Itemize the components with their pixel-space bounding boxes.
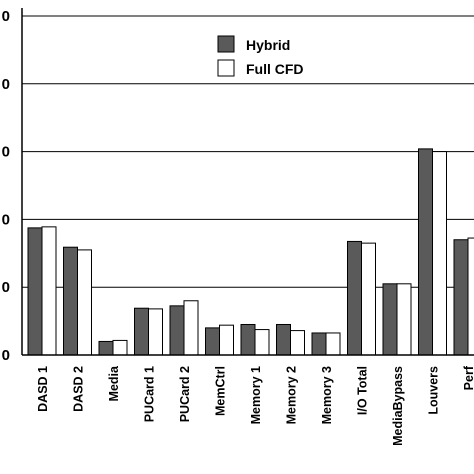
bar-hybrid-pucard-2 [169, 305, 185, 356]
x-category-label: Media [107, 365, 121, 401]
x-category-label: MediaBypass [391, 366, 405, 446]
bar-hybrid-louvers [418, 148, 433, 356]
bar-hybrid-memory-2 [276, 323, 291, 356]
legend-swatch-hybrid [217, 35, 235, 53]
x-category-label: Memory 3 [320, 366, 334, 424]
grid-lines [22, 15, 474, 288]
bar-full-cfd-memctrl [219, 324, 234, 356]
bar-full-cfd-pucard-1 [148, 308, 163, 356]
y-tick-label: 0 [2, 144, 10, 161]
bar-hybrid-memory-3 [311, 332, 327, 356]
bar-hybrid-perf [453, 239, 469, 356]
x-category-label: PUCard 1 [143, 366, 157, 422]
x-category-label: Memory 2 [285, 366, 299, 424]
bar-full-cfd-perf [467, 237, 474, 356]
bar-hybrid-mediabypass [382, 283, 398, 356]
bar-full-cfd-dasd-2 [77, 249, 92, 356]
y-axis-ticks: 0 0 0 0 0 0 [2, 8, 10, 364]
bar-full-cfd-mediabypass [396, 283, 412, 356]
bar-hybrid-dasd-2 [63, 246, 78, 356]
x-category-label: DASD 1 [36, 366, 50, 412]
x-category-label: Louvers [427, 366, 441, 415]
y-tick-label: 0 [2, 76, 10, 93]
bars [27, 148, 474, 356]
legend-swatch-full-cfd [217, 59, 235, 77]
bar-hybrid-memctrl [205, 327, 220, 356]
x-category-label: MemCtrl [214, 366, 228, 416]
bar-full-cfd-i-o-total [361, 242, 376, 356]
legend-label-hybrid: Hybrid [246, 37, 290, 53]
y-tick-label: 0 [2, 8, 10, 25]
legend-label-full-cfd: Full CFD [246, 61, 304, 77]
x-category-label: Memory 1 [249, 366, 263, 424]
bar-hybrid-dasd-1 [27, 227, 43, 356]
bar-hybrid-pucard-1 [134, 307, 149, 356]
legend: Hybrid Full CFD [217, 35, 304, 77]
y-tick-label: 0 [2, 279, 10, 296]
bar-hybrid-media [98, 340, 114, 356]
bar-hybrid-memory-1 [240, 323, 256, 356]
axes [21, 8, 474, 356]
x-category-label: Perf [462, 365, 474, 390]
x-category-label: PUCard 2 [178, 366, 192, 422]
bar-full-cfd-memory-2 [290, 330, 305, 356]
bar-full-cfd-media [112, 339, 128, 356]
y-tick-label: 0 [2, 347, 10, 364]
bar-full-cfd-louvers [432, 151, 447, 356]
bar-full-cfd-dasd-1 [41, 226, 57, 356]
y-tick-label: 0 [2, 211, 10, 228]
bar-full-cfd-memory-3 [325, 332, 341, 356]
x-axis-categories: DASD 1 DASD 2 Media PUCard 1 PUCard 2 MemCtrl… [36, 365, 474, 446]
x-category-label: DASD 2 [72, 366, 86, 412]
x-category-label: I/O Total [356, 366, 370, 415]
bar-hybrid-i-o-total [347, 240, 362, 356]
bar-full-cfd-pucard-2 [183, 300, 199, 356]
bar-full-cfd-memory-1 [254, 329, 270, 356]
